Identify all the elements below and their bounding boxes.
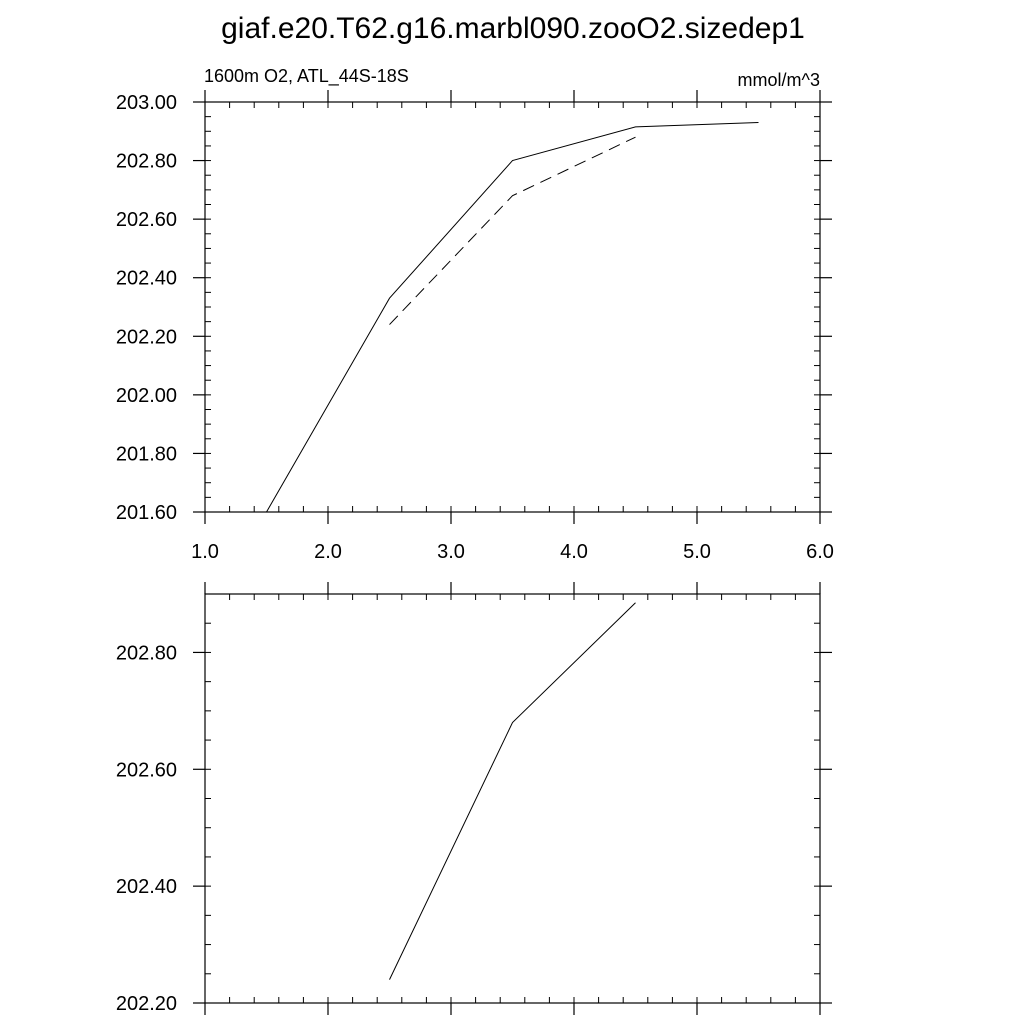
y-tick-label: 202.20 bbox=[116, 993, 177, 1015]
y-tick-label: 202.20 bbox=[116, 326, 177, 348]
chart-title: giaf.e20.T62.g16.marbl090.zooO2.sizedep1 bbox=[221, 12, 805, 45]
top-panel-dashed-line bbox=[389, 136, 636, 325]
y-tick-label: 201.80 bbox=[116, 443, 177, 465]
y-tick-label: 202.40 bbox=[116, 876, 177, 898]
top-panel-ticks: 1.0 2.0 3.0 4.0 5.0 6.0 201.60 201.80 202.00 202.… bbox=[116, 90, 834, 563]
y-tick-label: 202.40 bbox=[116, 268, 177, 290]
bottom-panel-series bbox=[389, 602, 636, 980]
y-tick-label: 202.00 bbox=[116, 385, 177, 407]
x-tick-label: 2.0 bbox=[314, 541, 342, 563]
x-tick-label: 6.0 bbox=[806, 541, 834, 563]
top-panel-series bbox=[266, 122, 759, 513]
bottom-panel-ticks: 202.20 202.40 202.60 202.80 bbox=[116, 582, 832, 1015]
top-panel-frame bbox=[204, 101, 821, 513]
y-tick-label: 202.60 bbox=[116, 759, 177, 781]
y-tick-label: 203.00 bbox=[116, 92, 177, 114]
top-panel: 1600m O2, ATL_44S-18S mmol/m^3 1.0 2.0 3.0… bbox=[116, 66, 834, 563]
x-tick-label: 5.0 bbox=[683, 541, 711, 563]
top-panel-solid-line bbox=[266, 122, 759, 513]
bottom-panel-solid-line bbox=[389, 602, 636, 980]
y-tick-label: 201.60 bbox=[116, 502, 177, 524]
bottom-panel-frame bbox=[204, 593, 821, 1004]
y-tick-label: 202.60 bbox=[116, 209, 177, 231]
y-tick-label: 202.80 bbox=[116, 151, 177, 173]
x-tick-label: 3.0 bbox=[437, 541, 465, 563]
top-panel-units-label: mmol/m^3 bbox=[738, 70, 820, 90]
x-tick-label: 1.0 bbox=[191, 541, 219, 563]
x-tick-label: 4.0 bbox=[560, 541, 588, 563]
top-panel-left-label: 1600m O2, ATL_44S-18S bbox=[204, 66, 409, 87]
bottom-panel: 202.20 202.40 202.60 202.80 bbox=[116, 582, 832, 1015]
y-tick-label: 202.80 bbox=[116, 642, 177, 664]
